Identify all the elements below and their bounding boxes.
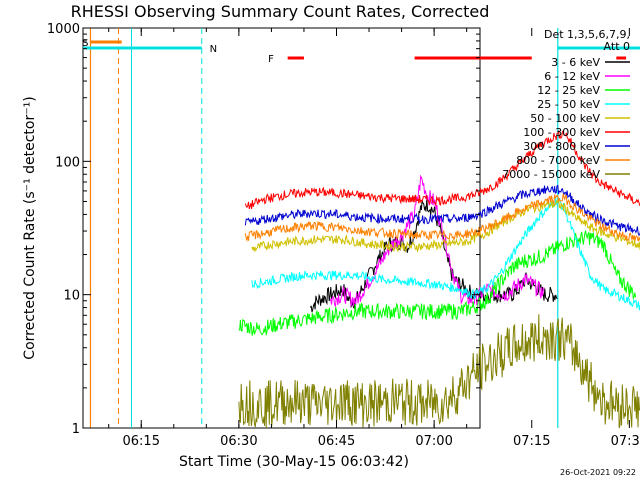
x-tick-label: 07:00 (415, 434, 452, 449)
x-tick-label: 06:15 (123, 434, 160, 449)
y-tick-label: 1000 (47, 22, 80, 37)
series-line (238, 314, 640, 429)
y-tick-label: 100 (55, 155, 80, 170)
series-line (251, 197, 640, 311)
chart-title: RHESSI Observing Summary Count Rates, Co… (71, 2, 490, 21)
legend-item-label: 300 - 800 keV (523, 140, 600, 153)
x-tick-label: 07:15 (513, 434, 550, 449)
saa-flag-label: S (82, 38, 88, 49)
plot-frame (82, 27, 481, 429)
legend-item-label: 100 - 300 keV (523, 126, 600, 139)
legend-item-label: 50 - 100 keV (530, 112, 600, 125)
y-axis-label: Corrected Count Rate (s⁻¹ detector⁻¹) (22, 96, 38, 359)
legend-header: Det 1,3,5,6,7,9, (544, 28, 630, 41)
series-layer (238, 130, 640, 429)
axis-layer: 1 10 100 1000 06:15 06:30 06:45 07:00 07:15 07:30 (47, 22, 640, 449)
series-line (251, 198, 640, 253)
legend-item-label: 7000 - 15000 keV (502, 168, 600, 181)
y-tick-label: 1 (72, 422, 80, 437)
night-flag-label: N (210, 44, 217, 55)
y-tick-label: 10 (63, 289, 80, 304)
series-line (244, 184, 640, 236)
series-line (329, 174, 545, 308)
footer-date: 26-Oct-2021 09:22 (560, 468, 636, 477)
x-tick-label: 06:30 (220, 434, 257, 449)
series-line (244, 130, 640, 210)
legend-item-label: 3 - 6 keV (551, 56, 600, 69)
x-tick-label: 06:45 (318, 434, 355, 449)
legend-header: Att 0 (604, 40, 630, 53)
plot-area: S N F 1 10 100 1000 06:15 06:30 06:45 07:00 07:15 0… (47, 22, 640, 449)
series-line (244, 193, 640, 242)
legend-item-label: 6 - 12 keV (544, 70, 600, 83)
x-axis-label: Start Time (30-May-15 06:03:42) (179, 454, 409, 470)
legend-item-label: 12 - 25 keV (537, 84, 600, 97)
flare-flag-label: F (268, 54, 274, 65)
legend-item-label: 25 - 50 keV (537, 98, 600, 111)
legend-item-label: 800 - 7000 keV (516, 154, 600, 167)
series-line (238, 230, 637, 336)
flag-layer: S N F (82, 28, 640, 428)
x-tick-label: 07:30 (611, 434, 640, 449)
